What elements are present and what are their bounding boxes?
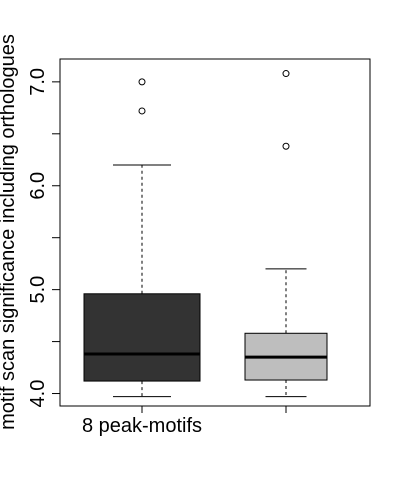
y-tick-label: 6.0 bbox=[27, 172, 49, 200]
x-tick-label: 8 peak-motifs bbox=[82, 415, 202, 437]
y-axis-label: motif scan significance including orthol… bbox=[0, 34, 19, 430]
y-tick-label: 4.0 bbox=[27, 380, 49, 408]
outlier-point bbox=[138, 78, 146, 86]
chart-marks: 4.0 5.0 6.0 7.0 8 peak-motifs bbox=[27, 58, 371, 437]
y-tick-label: 5.0 bbox=[27, 276, 49, 304]
outlier-point bbox=[138, 107, 146, 115]
plot-frame bbox=[59, 58, 371, 407]
outlier-point bbox=[282, 70, 290, 78]
y-tick-label: 7.0 bbox=[27, 68, 49, 96]
outlier-point bbox=[282, 142, 290, 150]
box-iqr bbox=[83, 293, 201, 382]
